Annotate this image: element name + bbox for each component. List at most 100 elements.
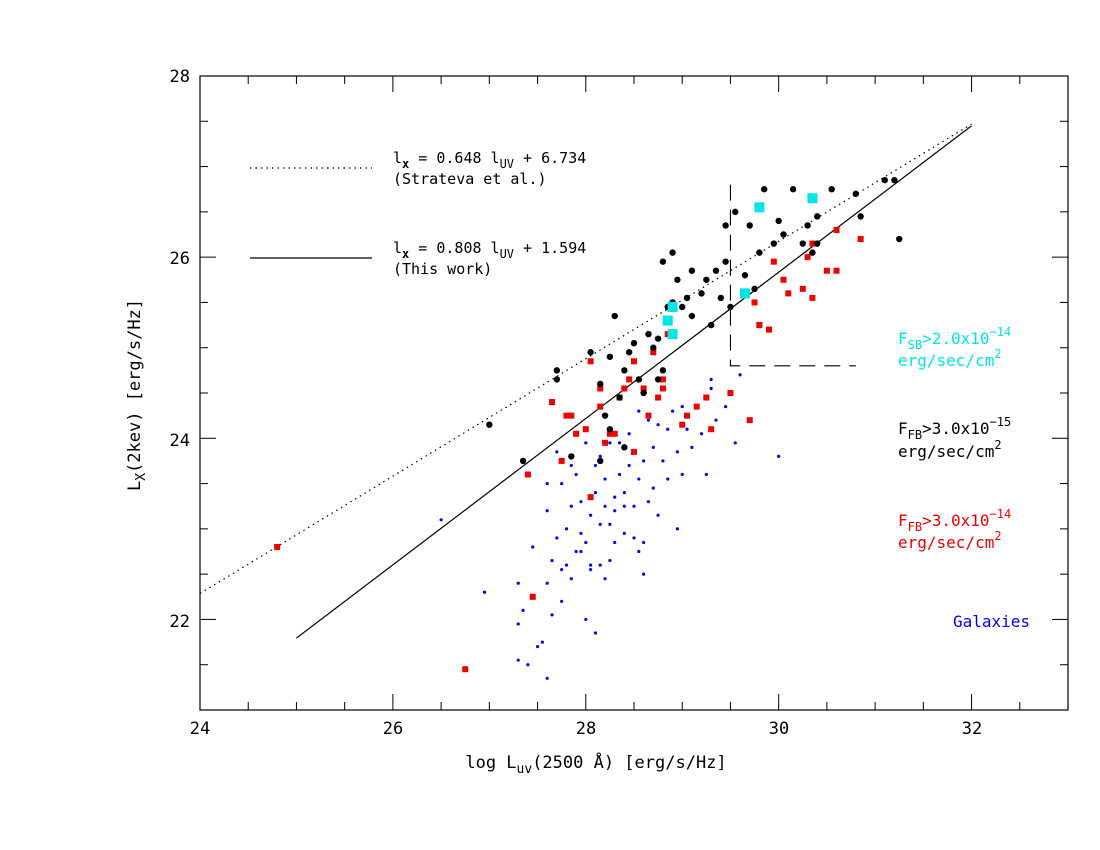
data-point-blue xyxy=(613,509,617,513)
data-point-blue xyxy=(646,418,651,422)
data-point-red xyxy=(621,385,628,392)
data-point-red xyxy=(587,358,594,365)
data-point-blue xyxy=(642,540,646,545)
data-point-blue xyxy=(569,463,573,468)
data-point-blue xyxy=(622,504,626,508)
data-point-blue xyxy=(617,441,622,445)
data-point-blue xyxy=(675,450,680,454)
y-axis-title-sub: X xyxy=(134,473,149,481)
y-axis-title: LX(2kev) [erg/s/Hz] xyxy=(125,299,149,491)
data-point-blue xyxy=(646,500,651,504)
legend-strateva-source: (Strateva et al.) xyxy=(393,170,547,188)
x-axis-title-main: log L xyxy=(465,753,516,773)
data-point-blue xyxy=(699,432,704,436)
data-point-cyan xyxy=(667,329,678,340)
data-point-black xyxy=(568,453,575,460)
legend-this-work-source: (This work) xyxy=(393,260,492,278)
data-point-blue xyxy=(589,513,593,517)
x-axis-title-sub: uv xyxy=(517,762,533,777)
data-point-red xyxy=(626,376,633,383)
y-tick-label: 22 xyxy=(170,612,190,632)
data-point-blue xyxy=(545,481,549,486)
data-point-blue xyxy=(598,522,602,526)
data-point-black xyxy=(896,235,903,243)
data-point-blue xyxy=(439,518,443,522)
data-point-black xyxy=(799,240,806,247)
fit-line-this-work xyxy=(296,125,972,639)
data-point-red xyxy=(597,403,604,410)
data-point-blue xyxy=(482,590,487,594)
legend-black-main: F xyxy=(898,419,908,438)
data-point-blue xyxy=(589,563,593,567)
data-point-black xyxy=(654,376,662,383)
data-point-blue xyxy=(574,472,578,477)
data-point-black xyxy=(746,222,753,229)
data-point-blue xyxy=(560,599,564,603)
data-point-red xyxy=(529,593,536,600)
data-point-blue xyxy=(584,617,588,622)
data-point-black xyxy=(654,335,662,342)
data-point-blue xyxy=(680,404,684,409)
data-point-red xyxy=(462,666,469,673)
data-point-black xyxy=(722,258,729,265)
data-point-blue xyxy=(627,432,631,436)
legend-galaxies: Galaxies xyxy=(953,612,1030,631)
data-point-black xyxy=(814,240,821,247)
data-point-red xyxy=(857,236,864,243)
data-point-black xyxy=(674,276,681,283)
data-point-blue xyxy=(516,622,520,626)
data-point-black xyxy=(712,267,720,274)
legend-strateva-eq-lhs: l xyxy=(393,149,402,167)
data-point-red xyxy=(809,240,816,247)
data-point-black xyxy=(606,353,614,360)
data-point-cyan xyxy=(739,288,750,299)
legend-black-sub: FB xyxy=(908,428,922,442)
legend-this-work-eq-lhs: l xyxy=(393,239,402,257)
data-point-red xyxy=(703,394,710,401)
data-point-black xyxy=(804,222,811,229)
x-tick-label: 26 xyxy=(383,719,403,739)
data-point-blue xyxy=(526,663,530,667)
data-point-blue xyxy=(613,540,617,545)
data-point-red xyxy=(746,417,753,424)
y-tick-label: 28 xyxy=(170,67,190,87)
data-point-black xyxy=(727,303,734,311)
data-point-black xyxy=(741,272,749,279)
legend-black-line2: erg/sec/cm2 xyxy=(898,438,1002,461)
data-point-blue xyxy=(569,504,573,508)
data-point-blue xyxy=(733,441,737,445)
data-point-red xyxy=(602,439,609,446)
data-point-red xyxy=(274,543,281,550)
x-axis-title-rest: (2500 Å) [erg/s/Hz] xyxy=(532,751,726,773)
data-point-black xyxy=(659,258,667,265)
data-point-blue xyxy=(584,540,588,545)
data-point-black xyxy=(751,285,758,293)
data-point-black xyxy=(621,367,628,374)
legend-strateva-eq-lhs-sub: x xyxy=(402,157,409,171)
legend-strateva-eq-rhs: + 6.734 xyxy=(514,149,586,167)
legend-strateva-eq-mid: = 0.648 l xyxy=(409,149,499,167)
data-point-black xyxy=(606,426,614,433)
data-point-black xyxy=(775,217,782,225)
data-point-red xyxy=(524,471,531,478)
legend-red-units-sup: 2 xyxy=(994,529,1001,543)
data-point-black xyxy=(707,321,715,329)
data-point-red xyxy=(708,426,715,433)
data-point-red xyxy=(650,349,657,356)
data-point-black xyxy=(756,249,763,256)
data-point-red xyxy=(823,267,830,274)
data-point-red xyxy=(640,385,647,392)
data-point-blue xyxy=(642,459,646,463)
data-point-blue xyxy=(598,454,602,458)
data-point-red xyxy=(770,258,777,265)
data-point-red xyxy=(833,226,840,233)
data-point-blue xyxy=(579,531,583,535)
data-point-blue xyxy=(632,504,636,508)
legend-black-units-sup: 2 xyxy=(994,438,1001,452)
data-point-blue xyxy=(598,563,602,567)
legend-this-work-eq-mid: = 0.808 l xyxy=(409,239,499,257)
y-tick-label: 26 xyxy=(170,249,190,269)
data-point-blue xyxy=(622,531,626,535)
data-point-black xyxy=(597,380,604,388)
